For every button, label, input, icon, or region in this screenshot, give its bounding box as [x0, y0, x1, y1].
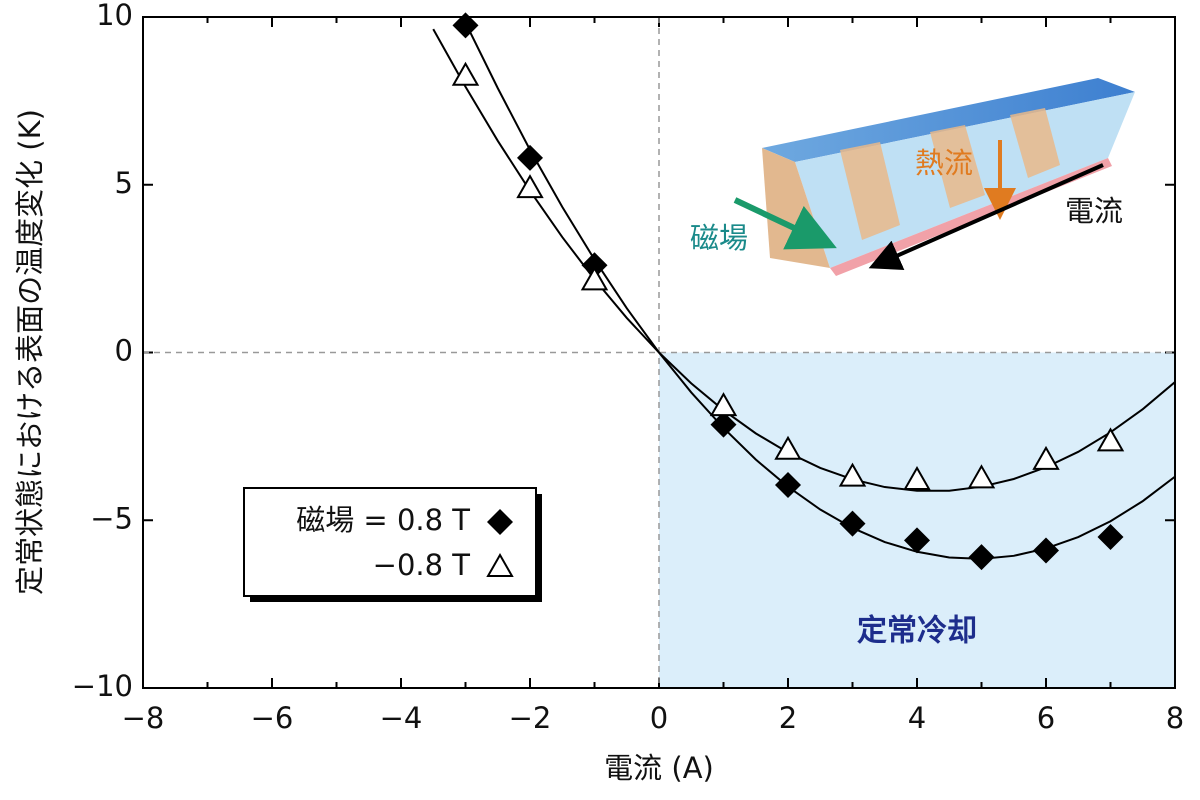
x-tick-label: −6 — [251, 701, 294, 735]
point — [452, 12, 479, 39]
point — [968, 544, 995, 571]
inset-illustration: 熱流 電流 磁場 — [690, 78, 1135, 276]
current-arrow — [868, 163, 1104, 270]
legend-label: 磁場 = 0.8 T — [296, 503, 470, 537]
inset-label: 熱流 — [915, 146, 973, 180]
grid-layer: −8 −6 −4 −2 0 2 4 6 8 −10 −5 0 5 10 — [72, 0, 1184, 735]
y-tick-label: 5 — [115, 166, 133, 200]
x-tick-label: 4 — [908, 701, 926, 735]
point — [839, 510, 866, 537]
point — [516, 174, 544, 199]
point — [709, 392, 738, 417]
y-tick-label: −10 — [72, 669, 133, 703]
point — [774, 435, 802, 460]
point — [580, 266, 609, 291]
x-axis-label: 電流 (A) — [604, 751, 714, 785]
point — [775, 472, 801, 499]
legend-marker — [486, 552, 514, 577]
point — [517, 144, 543, 171]
stripe — [840, 142, 900, 240]
point — [1096, 427, 1125, 452]
point — [1097, 524, 1124, 551]
data-layer — [432, 12, 1175, 571]
inset-label: 電流 — [1065, 194, 1123, 228]
inset-label: 磁場 — [690, 221, 748, 255]
stripe — [1010, 108, 1060, 178]
bar-top — [762, 78, 1135, 162]
point — [581, 252, 608, 279]
legend-box — [243, 487, 537, 597]
y-tick-label: 10 — [96, 0, 133, 32]
x-tick-label: −8 — [122, 701, 165, 735]
plot-frame — [142, 16, 1176, 689]
field-arrow — [733, 197, 837, 250]
point — [1033, 537, 1059, 564]
point — [710, 411, 737, 438]
point — [904, 527, 930, 554]
point — [967, 464, 996, 489]
x-tick-label: 0 — [650, 701, 668, 735]
legend: 磁場 = 0.8 T −0.8 T — [243, 487, 542, 602]
point — [903, 465, 931, 490]
x-tick-label: −2 — [509, 701, 552, 735]
y-axis-label: 定常状態における表面の温度変化 (K) — [13, 109, 47, 595]
region-label: 定常冷却 — [857, 614, 977, 649]
x-tick-label: 6 — [1037, 701, 1055, 735]
cooling-region — [659, 352, 1175, 688]
point — [451, 61, 480, 86]
legend-marker — [487, 509, 513, 535]
y-tick-label: −5 — [90, 501, 133, 535]
point — [838, 462, 867, 487]
x-tick-label: 8 — [1166, 701, 1184, 735]
stripe — [930, 125, 985, 208]
x-tick-label: −4 — [380, 701, 423, 735]
legend-label: −0.8 T — [373, 548, 471, 582]
point — [1032, 445, 1060, 470]
y-tick-label: 0 — [115, 334, 133, 368]
shade-layer: 定常冷却 — [659, 352, 1175, 688]
x-tick-label: 2 — [779, 701, 797, 735]
